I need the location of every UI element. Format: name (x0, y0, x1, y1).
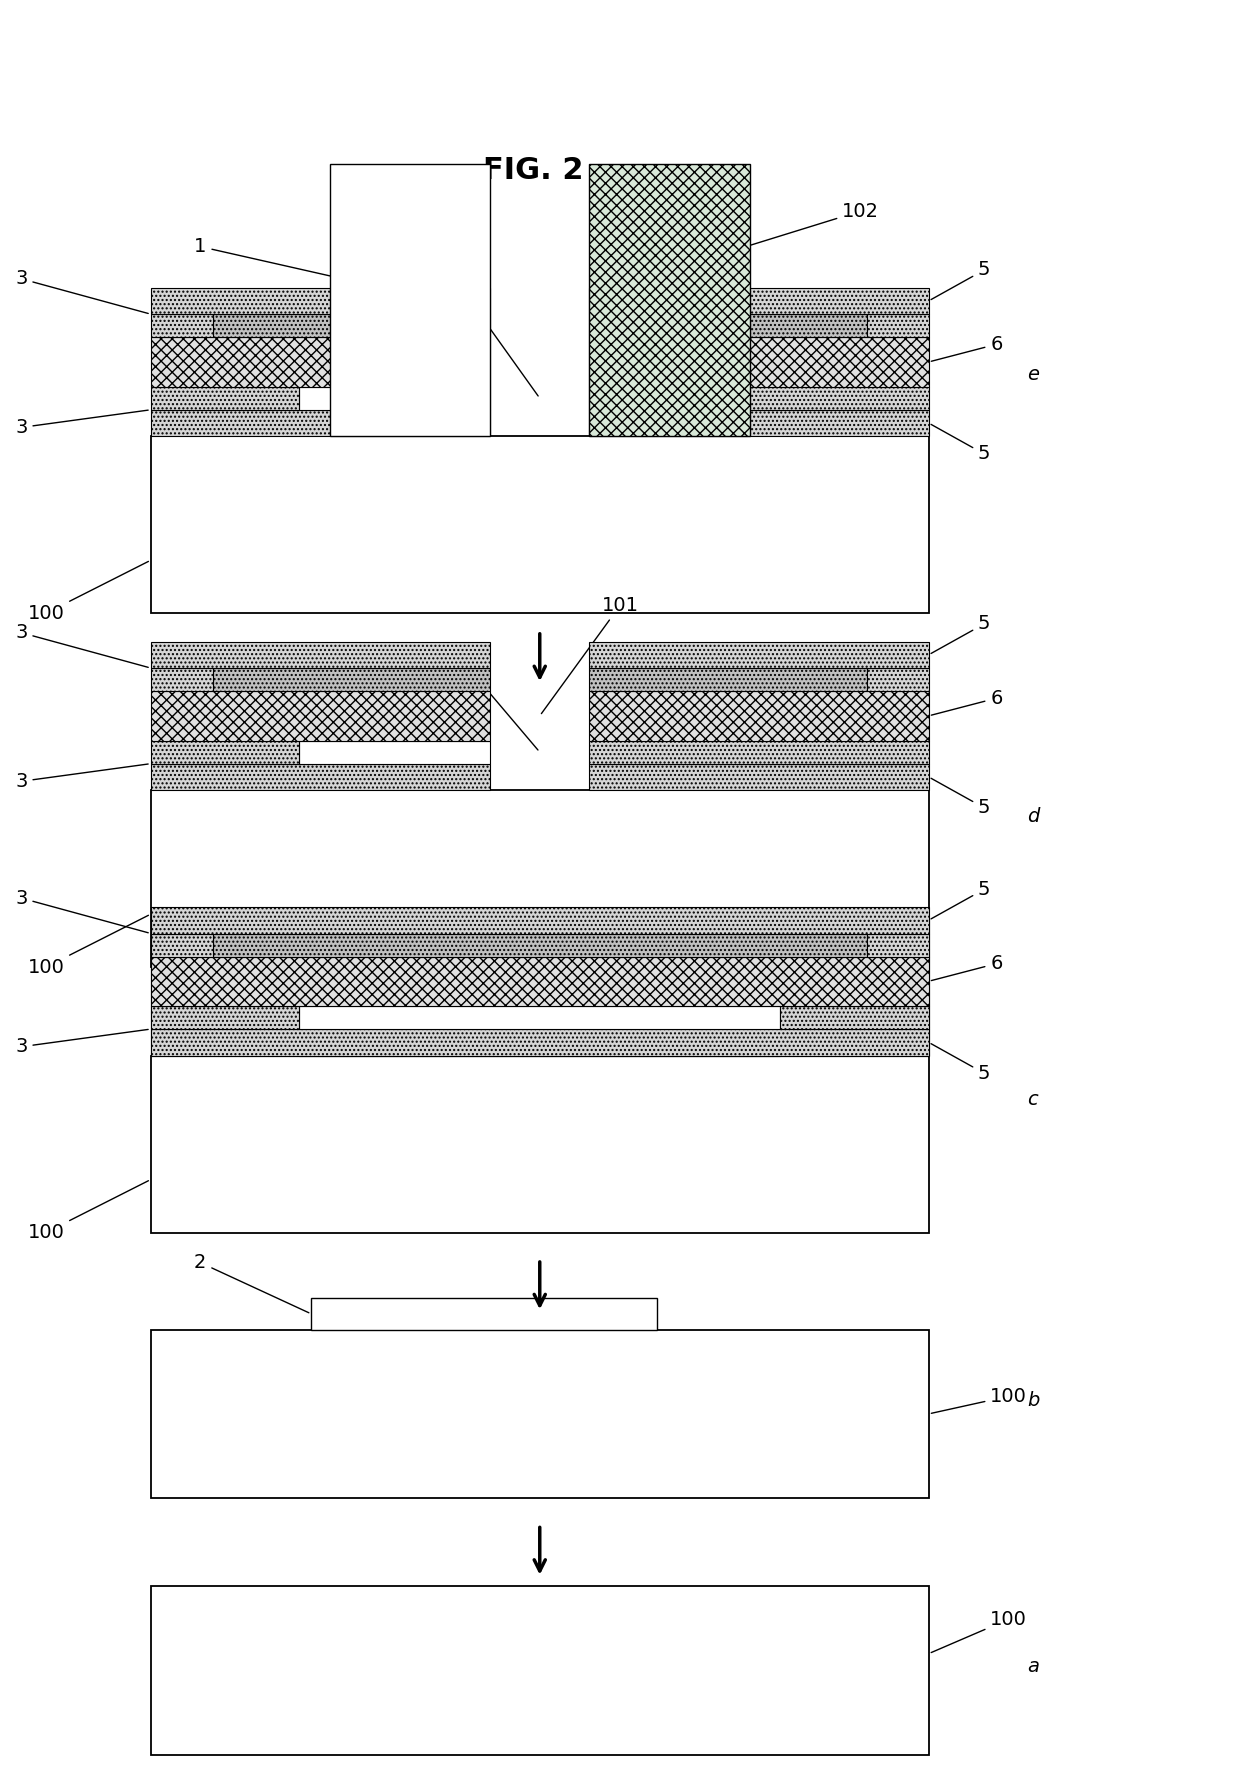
FancyBboxPatch shape (299, 740, 490, 763)
FancyBboxPatch shape (151, 957, 929, 1006)
Text: 3: 3 (15, 1030, 148, 1056)
Text: 6: 6 (931, 335, 1003, 362)
FancyBboxPatch shape (151, 763, 490, 790)
FancyBboxPatch shape (151, 314, 212, 337)
FancyBboxPatch shape (589, 288, 929, 314)
FancyBboxPatch shape (151, 1028, 929, 1056)
Text: 6: 6 (931, 955, 1003, 980)
Text: FIG. 2: FIG. 2 (484, 156, 584, 185)
FancyBboxPatch shape (151, 387, 299, 410)
FancyBboxPatch shape (589, 337, 929, 387)
Text: 100: 100 (931, 1386, 1027, 1413)
Text: a: a (1028, 1656, 1039, 1676)
FancyBboxPatch shape (589, 667, 867, 690)
FancyBboxPatch shape (151, 437, 929, 612)
Text: 3: 3 (15, 270, 149, 314)
FancyBboxPatch shape (589, 387, 929, 410)
FancyBboxPatch shape (151, 1006, 299, 1030)
Text: 2: 2 (454, 914, 538, 1015)
FancyBboxPatch shape (151, 288, 490, 314)
FancyBboxPatch shape (151, 950, 929, 978)
FancyBboxPatch shape (589, 314, 867, 337)
Text: 5: 5 (931, 1044, 991, 1083)
Text: d: d (1028, 808, 1040, 825)
FancyBboxPatch shape (589, 163, 750, 437)
FancyBboxPatch shape (299, 387, 490, 410)
Text: e: e (1028, 366, 1039, 383)
Text: 2: 2 (454, 277, 538, 396)
FancyBboxPatch shape (151, 934, 212, 957)
FancyBboxPatch shape (151, 790, 929, 967)
FancyBboxPatch shape (589, 740, 929, 763)
FancyBboxPatch shape (151, 907, 929, 934)
FancyBboxPatch shape (151, 337, 490, 387)
FancyBboxPatch shape (867, 314, 929, 337)
Text: 5: 5 (931, 614, 991, 653)
FancyBboxPatch shape (212, 918, 867, 950)
FancyBboxPatch shape (151, 1056, 929, 1232)
FancyBboxPatch shape (867, 667, 929, 690)
FancyBboxPatch shape (212, 314, 490, 337)
FancyBboxPatch shape (151, 690, 490, 740)
Text: b: b (1028, 1392, 1040, 1409)
FancyBboxPatch shape (151, 641, 490, 667)
FancyBboxPatch shape (299, 1006, 780, 1030)
Text: 6: 6 (931, 689, 1003, 715)
FancyBboxPatch shape (330, 163, 490, 437)
FancyBboxPatch shape (151, 410, 490, 437)
Text: 1: 1 (195, 238, 408, 293)
FancyBboxPatch shape (151, 978, 929, 1028)
FancyBboxPatch shape (151, 740, 299, 763)
Text: 3: 3 (15, 623, 149, 667)
Text: 5: 5 (931, 777, 991, 817)
Text: 102: 102 (672, 202, 879, 270)
FancyBboxPatch shape (589, 690, 929, 740)
Text: 100: 100 (27, 561, 149, 623)
Text: c: c (1028, 1090, 1038, 1109)
FancyBboxPatch shape (212, 934, 867, 957)
Text: 2: 2 (195, 1253, 309, 1314)
FancyBboxPatch shape (151, 1329, 929, 1498)
Text: 2: 2 (454, 648, 538, 751)
FancyBboxPatch shape (780, 1006, 929, 1030)
FancyBboxPatch shape (151, 1030, 929, 1056)
Text: 100: 100 (27, 1180, 149, 1242)
FancyBboxPatch shape (212, 667, 490, 690)
Text: 101: 101 (542, 596, 639, 714)
FancyBboxPatch shape (151, 918, 929, 950)
Text: 5: 5 (931, 880, 991, 919)
Text: 5: 5 (931, 261, 991, 300)
Text: 100: 100 (931, 1610, 1027, 1653)
FancyBboxPatch shape (151, 667, 212, 690)
Text: 3: 3 (15, 410, 148, 437)
FancyBboxPatch shape (299, 1028, 780, 1056)
FancyBboxPatch shape (589, 410, 929, 437)
FancyBboxPatch shape (151, 1587, 929, 1754)
Text: 100: 100 (27, 916, 149, 976)
FancyBboxPatch shape (589, 763, 929, 790)
Text: 5: 5 (931, 424, 991, 463)
FancyBboxPatch shape (867, 934, 929, 957)
FancyBboxPatch shape (589, 641, 929, 667)
FancyBboxPatch shape (212, 918, 867, 950)
Text: 3: 3 (15, 763, 148, 792)
Text: 3: 3 (15, 889, 149, 934)
FancyBboxPatch shape (311, 1298, 657, 1329)
